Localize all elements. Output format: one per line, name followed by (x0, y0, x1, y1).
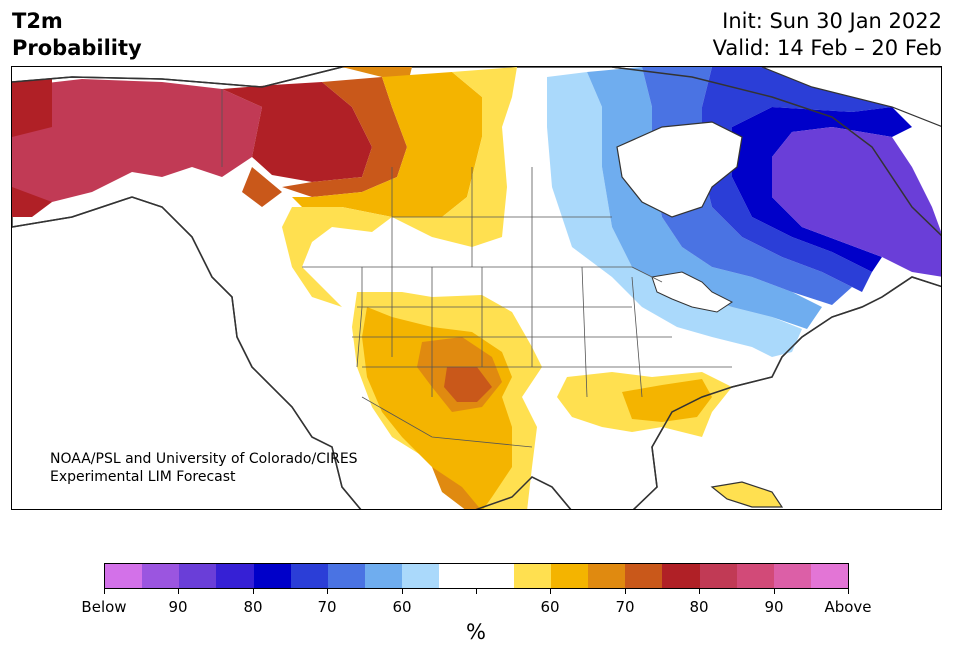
hudson-bay (616, 121, 743, 218)
colorbar-unit: % (466, 620, 486, 644)
colorbar-tick-label: 80 (243, 598, 263, 616)
colorbar-cell (550, 564, 589, 588)
colorbar-tick (848, 589, 849, 594)
region-above-65-southeast (622, 379, 712, 422)
colorbar-tick (699, 589, 700, 594)
political-borders (221, 89, 732, 448)
colorbar-tick (402, 589, 403, 594)
colorbar-tick (104, 589, 105, 594)
colorbar-cell (439, 564, 477, 588)
colorbar-tick (774, 589, 775, 594)
greenland-edge (761, 67, 941, 127)
colorbar-cell (810, 564, 849, 588)
region-above-75-southwest (444, 367, 492, 402)
colorbar-cell (253, 564, 291, 588)
colorbar-tick (178, 589, 179, 594)
colorbar-cell (290, 564, 328, 588)
colorbar-tick-label: 90 (168, 598, 188, 616)
region-above-85 (12, 79, 262, 212)
colorbar-tick-label: 70 (317, 598, 337, 616)
colorbar-tick (625, 589, 626, 594)
colorbar-cell (216, 564, 254, 588)
colorbar-tick-label: 60 (392, 598, 412, 616)
credit-line-2: Experimental LIM Forecast (50, 469, 236, 485)
colorbar-cell (513, 564, 551, 588)
colorbar-tick-label: 80 (689, 598, 709, 616)
forecast-dates: Init: Sun 30 Jan 2022 Valid: 14 Feb – 20… (713, 8, 942, 62)
region-below-90 (772, 127, 941, 277)
colorbar-tick-label: Above (824, 598, 872, 616)
colorbar-cell (327, 564, 366, 588)
colorbar-tick-label: 90 (764, 598, 784, 616)
map-canvas: NOAA/PSL and University of Colorado/CIRE… (12, 67, 941, 509)
colorbar-tick (253, 589, 254, 594)
colorbar-tick-label: 60 (540, 598, 560, 616)
probability-map: NOAA/PSL and University of Colorado/CIRE… (11, 66, 942, 510)
colorbar-ticks (104, 589, 849, 595)
colorbar-cell (662, 564, 700, 588)
colorbar-tick (327, 589, 328, 594)
colorbar-cell (476, 564, 514, 588)
colorbar-cell (365, 564, 403, 588)
colorbar-cell (699, 564, 737, 588)
title-line-2: Probability (12, 36, 142, 60)
colorbar-cell (179, 564, 217, 588)
region-below-80 (702, 67, 892, 292)
region-below-70 (587, 67, 822, 329)
colorbar-tick (550, 589, 551, 594)
region-below-85 (732, 107, 912, 272)
great-lakes (651, 271, 733, 313)
credit-line-1: NOAA/PSL and University of Colorado/CIRE… (50, 451, 358, 467)
region-above-65 (292, 72, 482, 217)
cuba-island (710, 481, 784, 508)
colorbar-cell (402, 564, 440, 588)
colorbar-tick (476, 589, 477, 594)
title-line-1: T2m (12, 9, 63, 33)
colorbar-cell (588, 564, 626, 588)
colorbar-cell (625, 564, 663, 588)
colorbar-tick-label: Below (81, 598, 127, 616)
colorbar-cell (773, 564, 811, 588)
coastline (12, 67, 941, 509)
map-title: T2m Probability (12, 8, 142, 62)
region-above-80 (12, 79, 372, 217)
region-above-60-north (282, 67, 517, 307)
region-above-75 (242, 77, 407, 207)
colorbar-cell (142, 564, 180, 588)
valid-range: Valid: 14 Feb – 20 Feb (712, 36, 942, 60)
colorbar-cell (736, 564, 774, 588)
region-above-60-cuba (712, 482, 782, 507)
init-date: Init: Sun 30 Jan 2022 (722, 9, 942, 33)
colorbar (104, 563, 849, 589)
colorbar-cell (105, 564, 143, 588)
colorbar-tick-label: 70 (615, 598, 635, 616)
